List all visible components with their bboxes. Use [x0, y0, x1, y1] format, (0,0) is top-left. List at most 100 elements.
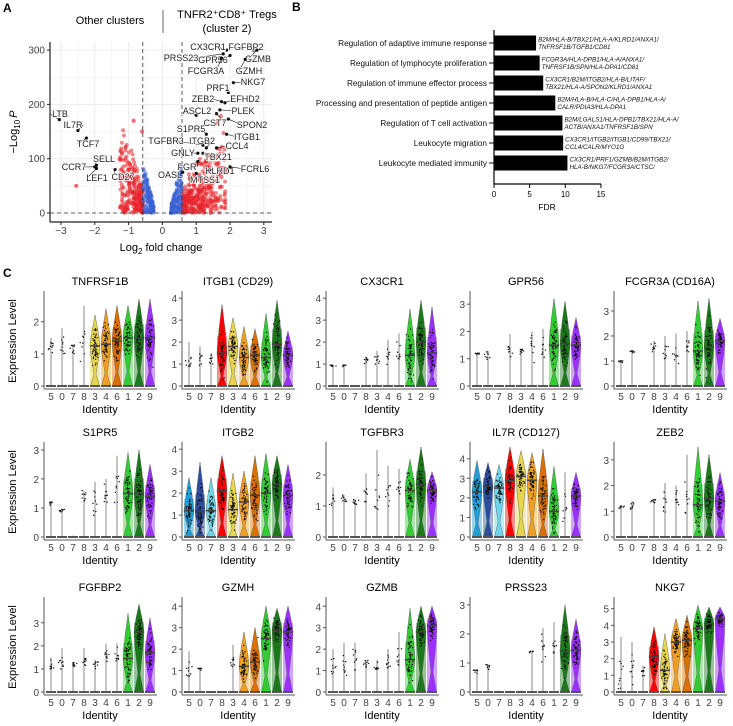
- cell-dot: [128, 483, 131, 485]
- violin-cluster: [472, 352, 482, 387]
- cell-dot: [137, 345, 139, 347]
- cell-dot: [431, 363, 434, 365]
- cell-dot: [105, 327, 107, 329]
- violin-cluster: [249, 328, 261, 387]
- cell-dot: [93, 349, 96, 352]
- cell-dot: [378, 360, 381, 363]
- cell-dot: [695, 493, 697, 496]
- cell-dot: [718, 333, 720, 335]
- data-point: [222, 167, 227, 172]
- cell-dot: [84, 333, 86, 335]
- data-point: [149, 201, 154, 206]
- x-axis-title: Identity: [508, 404, 544, 416]
- cluster-tick-label: 0: [197, 392, 203, 403]
- cell-dot: [431, 497, 433, 499]
- cell-dot: [244, 496, 247, 498]
- gene-label: ITGB2: [189, 136, 215, 146]
- cell-dot: [710, 335, 712, 337]
- cell-dot: [432, 480, 434, 482]
- cell-dot: [231, 497, 233, 499]
- cluster-tick-label: 9: [285, 392, 291, 403]
- cell-dot: [552, 351, 554, 353]
- cell-dot: [695, 366, 698, 368]
- cell-dot: [673, 359, 676, 361]
- cell-dot: [572, 487, 575, 490]
- gene-label: FCGR3A: [188, 66, 225, 76]
- cell-dot: [76, 662, 78, 665]
- cell-dot: [706, 489, 709, 491]
- violin-cluster: [111, 305, 123, 387]
- violin-cluster: [703, 298, 715, 387]
- cell-dot: [148, 343, 150, 346]
- cell-dot: [116, 350, 118, 353]
- cell-dot: [129, 470, 131, 472]
- gene-list: B2M/LGALS1/HLA-DPB1/TBX21/HLA-A/: [564, 117, 679, 124]
- cell-dot: [419, 492, 422, 495]
- leader-line: [86, 168, 97, 179]
- cell-dot: [552, 517, 555, 520]
- cell-dot: [138, 503, 140, 505]
- violin-cluster: [415, 446, 427, 538]
- gene-label: ITGB1: [234, 132, 260, 142]
- cell-dot: [59, 659, 62, 662]
- cluster-tick-label: 7: [352, 392, 358, 403]
- violin-cluster: [133, 449, 145, 538]
- cell-dot: [242, 366, 244, 368]
- cell-dot: [563, 352, 565, 355]
- cell-dot: [107, 323, 110, 326]
- cell-dot: [264, 347, 266, 349]
- cell-dot: [553, 501, 556, 503]
- cell-dot: [265, 509, 267, 512]
- cell-dot: [409, 485, 412, 487]
- cell-dot: [104, 322, 106, 324]
- cluster-tick-label: 2: [136, 392, 142, 403]
- cell-dot: [373, 506, 376, 508]
- cluster-tick-label: 8: [507, 543, 513, 554]
- y-tick-label: 1: [33, 350, 39, 361]
- cell-dot: [241, 371, 244, 373]
- cell-dot: [128, 481, 130, 483]
- cell-dot: [721, 494, 723, 496]
- cell-dot: [199, 520, 202, 522]
- gene-label: FCRL6: [241, 164, 270, 174]
- cell-dot: [234, 336, 236, 338]
- leader-line: [49, 113, 60, 120]
- cell-dot: [244, 498, 247, 500]
- violin-cluster: [339, 364, 349, 387]
- labelled-point: [201, 143, 205, 147]
- cell-dot: [335, 365, 337, 367]
- gene-list: B2M/HLA-B/TBX21/HLA-A/KLRD1/ANXA1/: [538, 37, 660, 44]
- y-tick-label: 200: [28, 100, 45, 111]
- cell-dot: [253, 498, 255, 501]
- cell-dot: [665, 501, 667, 503]
- y-axis-title: Expression Level: [7, 450, 19, 534]
- cell-dot: [717, 329, 719, 332]
- cell-dot: [474, 352, 477, 354]
- violin-cluster: [537, 448, 549, 538]
- cluster-tick-label: 8: [363, 543, 369, 554]
- cell-dot: [522, 350, 525, 352]
- cell-dot: [410, 496, 412, 498]
- gene-label: TBX21: [204, 152, 232, 162]
- cell-dot: [716, 512, 719, 515]
- cell-dot: [126, 329, 128, 331]
- cell-dot: [412, 374, 415, 376]
- cluster-tick-label: 1: [407, 392, 413, 403]
- cell-dot: [220, 480, 222, 482]
- cell-dot: [429, 331, 432, 334]
- cell-dot: [263, 496, 266, 498]
- cell-dot: [136, 332, 139, 335]
- cell-dot: [654, 345, 657, 347]
- cell-dot: [709, 350, 712, 352]
- cell-dot: [552, 357, 555, 360]
- gene-label: KLRD1: [205, 166, 234, 176]
- cell-dot: [200, 363, 203, 365]
- cell-dot: [234, 529, 236, 531]
- cell-dot: [686, 490, 688, 493]
- cell-dot: [127, 490, 129, 492]
- cell-dot: [688, 340, 690, 342]
- cell-dot: [138, 347, 141, 349]
- cell-dot: [220, 347, 222, 349]
- cell-dot: [708, 508, 711, 510]
- gene-label: CD27: [111, 172, 134, 182]
